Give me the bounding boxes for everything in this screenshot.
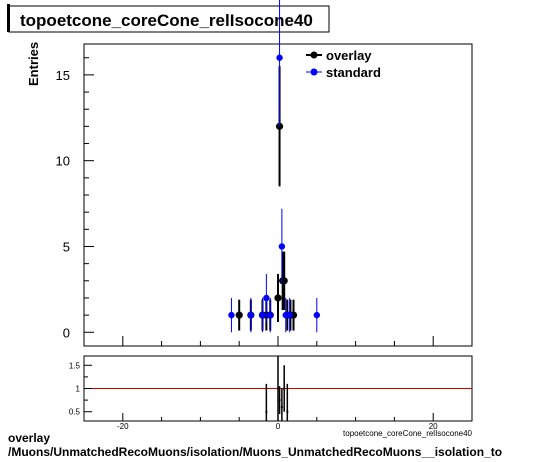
standard-point [228,311,235,319]
x-axis-label: topoetcone_coreCone_relIsocone40 [343,429,473,438]
standard-point [276,54,283,61]
y-tick-label: 0 [63,325,70,340]
ratio-y-tick-label: 1.5 [69,361,81,370]
title-box [8,5,330,33]
legend-marker-standard [310,68,318,76]
standard-point [286,311,293,319]
footer-line-1: overlay [8,431,51,445]
ratio-point [283,387,286,390]
standard-point [247,311,255,319]
footer-line-2: /Muons/UnmatchedRecoMuons/isolation/Muon… [8,445,503,459]
ratio-panel: 0.5 1 1.5 -20 0 20topoetcone_coreCone_relIsoc… [69,355,473,438]
title-box-shadow [7,4,10,32]
standard-point [313,311,320,319]
ratio-point [278,399,281,402]
ratio-x-tick-label: 0 [276,422,281,431]
ratio-point [277,387,279,390]
ratio-point [265,410,268,413]
standard-point [267,311,274,319]
series-standard [228,0,320,333]
standard-point [263,294,270,302]
y-tick-label: 15 [56,68,70,83]
ratio-y-tick-label: 0.5 [69,408,81,417]
main-panel: topoetcone_coreCone_relIsocone40 Entries 0… [7,0,473,347]
standard-point [278,243,286,250]
standard-point [259,311,266,319]
ratio-x-tick-label: -20 [117,422,129,431]
y-tick-label: 10 [56,154,70,169]
y-tick-label: 5 [63,239,70,254]
chart-title: topoetcone_coreCone_relIsocone40 [20,11,313,30]
legend-marker-overlay [310,51,318,59]
ratio-point [280,406,283,409]
overlay-point [274,294,282,302]
ratio-x-tick-label: 20 [429,422,438,431]
ratio-point [286,410,289,413]
y-axis-label: Entries [26,42,41,86]
overlay-point [280,277,288,285]
legend-label-standard: standard [326,65,381,80]
legend-label-overlay: overlay [326,48,372,63]
ratio-y-tick-label: 1 [76,385,81,394]
overlay-point [235,311,243,319]
